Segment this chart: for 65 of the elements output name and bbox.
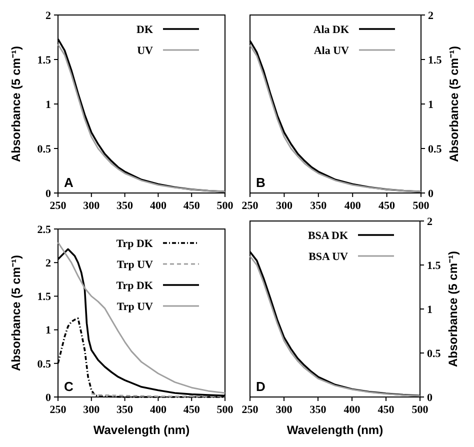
y2-tick-label: 0.5 <box>427 348 442 360</box>
legend-label: BSA UV <box>308 250 348 263</box>
y-tick-label: 1.5 <box>37 291 52 304</box>
y2-tick-label: 0 <box>428 188 434 200</box>
x-axis-title: Wavelength (nm) <box>93 423 190 437</box>
y-tick-label: 0.5 <box>37 358 52 370</box>
x-tick-label: 400 <box>344 200 362 212</box>
x-tick-label: 300 <box>276 404 293 416</box>
x-tick-label: 450 <box>183 200 200 212</box>
x-tick-label: 450 <box>378 404 395 416</box>
y2-tick-label: 2 <box>427 216 433 228</box>
legend-label: UV <box>137 44 154 57</box>
legend-label: Trp UV <box>116 258 154 271</box>
x-tick-label: 350 <box>310 404 327 416</box>
x-tick-label: 500 <box>216 404 234 416</box>
x-tick-label: 350 <box>116 200 134 212</box>
x-tick-label: 400 <box>344 404 361 416</box>
y-tick-label: 0 <box>46 392 52 404</box>
legend-label: DK <box>136 24 154 36</box>
y-axis-title: Absorbance (5 cm⁻¹) <box>9 254 23 372</box>
y-tick-label: 2 <box>46 257 52 270</box>
annotation: B <box>256 175 266 190</box>
x-tick-label: 300 <box>276 200 293 212</box>
x-tick-label: 450 <box>183 404 200 416</box>
x-tick-label: 400 <box>150 404 167 416</box>
annotation: C <box>64 379 74 394</box>
x-tick-label: 250 <box>242 404 259 416</box>
x-tick-label: 300 <box>83 200 100 212</box>
legend-label: Trp DK <box>116 280 154 292</box>
y2-tick-label: 1.5 <box>427 260 442 272</box>
y-tick-label: 2 <box>46 10 52 22</box>
x-tick-label: 450 <box>378 200 396 212</box>
y2-tick-label: 0 <box>427 392 433 404</box>
legend-label: Ala UV <box>314 44 350 57</box>
y-tick-label: 1 <box>46 98 51 111</box>
y-tick-label: 1.5 <box>37 54 52 66</box>
x-tick-label: 250 <box>242 200 259 212</box>
y-tick-label: 1 <box>46 324 51 337</box>
y-tick-label: 0.5 <box>37 143 52 156</box>
y2-tick-label: 1 <box>427 304 432 316</box>
y-tick-label: 0 <box>46 188 52 200</box>
legend-label: BSA DK <box>308 230 348 242</box>
x-tick-label: 250 <box>50 200 67 212</box>
y2-tick-label: 0.5 <box>428 143 442 156</box>
legend-label: Trp DK <box>116 238 154 250</box>
x-tick-label: 400 <box>150 200 167 212</box>
y2-tick-label: 1.5 <box>428 54 442 66</box>
y-axis-title: Absorbance (5 cm⁻¹) <box>9 46 23 162</box>
x-tick-label: 350 <box>116 404 134 416</box>
legend-label: Ala DK <box>313 24 350 36</box>
y2-axis-title: Absorbance (5 cm⁻¹) <box>447 46 461 162</box>
y2-tick-label: 2 <box>428 10 434 22</box>
x-tick-label: 500 <box>216 200 234 212</box>
legend-label: Trp UV <box>116 300 154 313</box>
y-tick-label: 2.5 <box>37 224 52 236</box>
x-tick-label: 500 <box>412 200 430 212</box>
x-tick-label: 300 <box>83 404 100 416</box>
x-tick-label: 350 <box>310 200 328 212</box>
annotation: D <box>256 379 266 394</box>
x-tick-label: 250 <box>50 404 67 416</box>
annotation: A <box>64 175 74 190</box>
y2-axis-title: Absorbance (5 cm⁻¹) <box>446 250 460 368</box>
x-tick-label: 500 <box>412 404 429 416</box>
x-axis-title: Wavelength (nm) <box>286 423 384 437</box>
y2-tick-label: 1 <box>428 98 434 111</box>
